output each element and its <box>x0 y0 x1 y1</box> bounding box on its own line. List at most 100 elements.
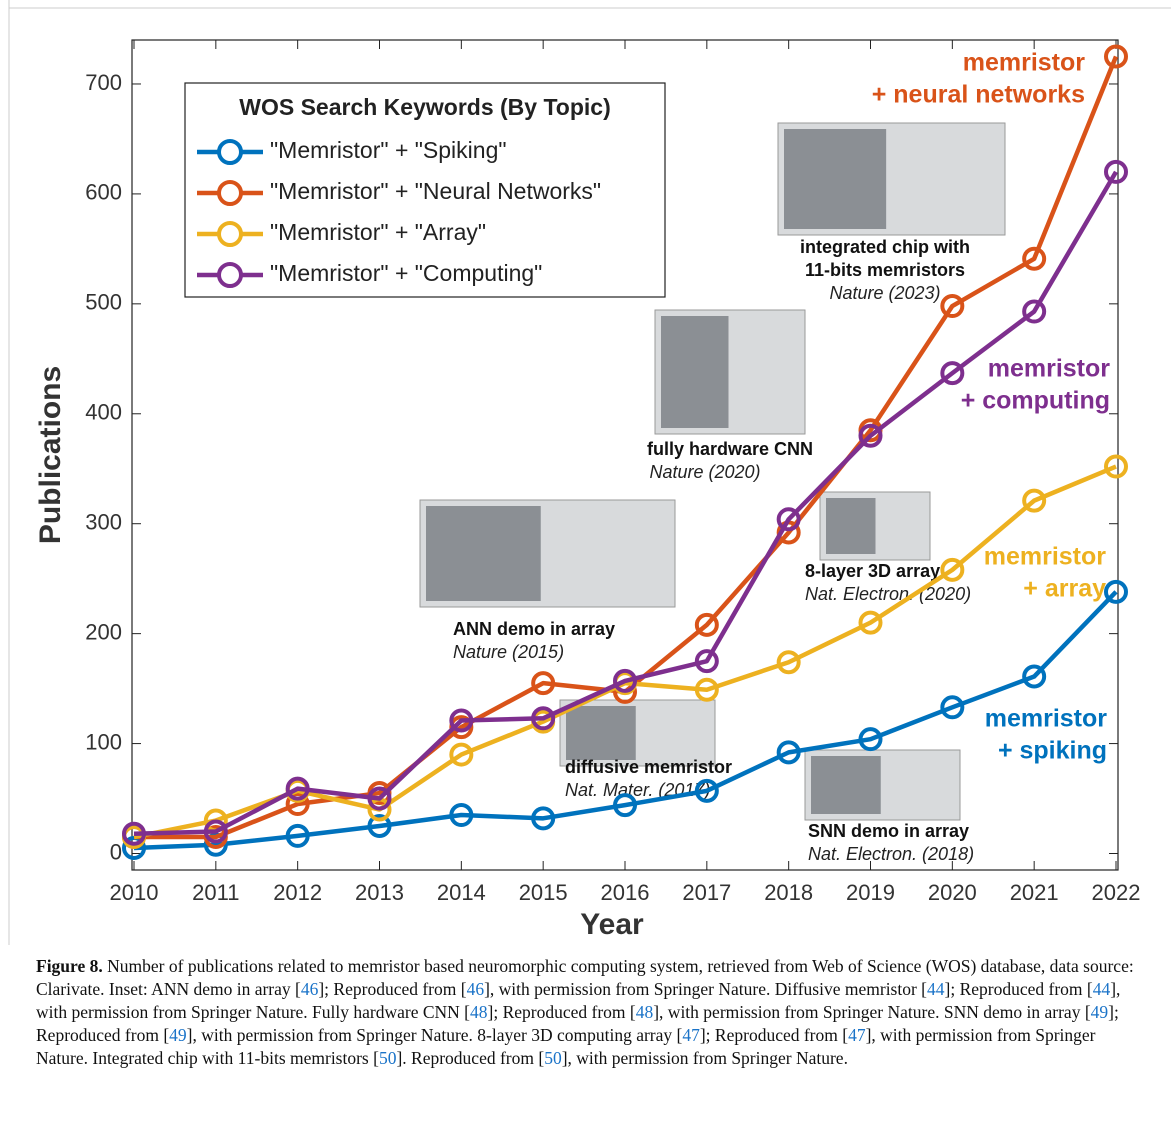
x-tick-label: 2012 <box>273 880 322 905</box>
caption-label: Figure 8. <box>36 956 103 976</box>
x-axis-label: Year <box>580 908 644 941</box>
inset-title: SNN demo in array <box>808 821 969 841</box>
legend-label: "Memristor" + "Computing" <box>270 260 542 286</box>
reference: 49 <box>1090 1002 1109 1022</box>
data-point <box>940 695 965 720</box>
caption-text: ], with permission from Springer Nature.… <box>484 979 928 999</box>
x-tick-label: 2020 <box>928 880 977 905</box>
legend-swatch <box>217 139 243 165</box>
data-point <box>531 671 556 696</box>
series-annotation: + spiking <box>998 737 1107 765</box>
data-point <box>940 294 965 319</box>
caption-text: ], with permission from Springer Nature.… <box>36 979 1121 1022</box>
data-point <box>858 423 883 448</box>
inset-journal: Nature (2015) <box>453 642 564 662</box>
series-annotation: + array <box>1023 575 1106 603</box>
data-point <box>940 557 965 582</box>
series-line <box>133 170 1118 836</box>
data-point <box>1104 159 1128 184</box>
legend-box <box>184 82 666 298</box>
x-tick-label: 2018 <box>764 880 813 905</box>
series-annotation: memristor <box>984 543 1107 571</box>
x-tick-label: 2015 <box>519 880 568 905</box>
data-point <box>694 612 719 637</box>
reference: 48 <box>470 1002 488 1022</box>
caption-text: ]; Reproduced from [ <box>944 979 1093 999</box>
inset-title: diffusive memristor <box>565 757 732 777</box>
data-point <box>940 361 965 386</box>
figure-caption: Figure 8. Number of publications related… <box>36 955 1141 1070</box>
caption-text: ], with permission from Springer Nature.… <box>186 1025 683 1045</box>
data-point <box>449 803 474 828</box>
y-axis-label: Publications <box>34 366 67 544</box>
data-point <box>449 708 474 733</box>
x-tick-label: 2014 <box>437 880 486 905</box>
x-tick-label: 2019 <box>846 880 895 905</box>
legend-label: "Memristor" + "Spiking" <box>270 137 507 163</box>
data-point <box>1022 246 1047 271</box>
x-tick-label: 2016 <box>601 880 650 905</box>
data-point <box>694 649 719 674</box>
series-line <box>133 590 1118 851</box>
caption-text: ]; Reproduced from [ <box>318 979 467 999</box>
data-point <box>1104 44 1128 69</box>
data-point <box>203 819 228 844</box>
inset-journal: Nat. Electron. (2018) <box>808 844 974 864</box>
y-tick-label: 700 <box>85 70 122 95</box>
data-point <box>1104 454 1128 479</box>
inset-journal: Nature (2023) <box>829 283 940 303</box>
inset-image <box>426 506 541 601</box>
data-point <box>776 507 801 532</box>
data-point <box>1022 664 1047 689</box>
data-point <box>449 742 474 767</box>
caption-text: ]; Reproduced from [ <box>699 1025 849 1045</box>
reference: 50 <box>544 1048 562 1068</box>
y-tick-label: 600 <box>85 180 122 205</box>
caption-text: ]. Reproduced from [ <box>396 1048 545 1068</box>
series-annotation: memristor <box>963 49 1086 77</box>
inset-title: 11-bits memristors <box>805 260 965 280</box>
series-annotation: memristor <box>988 355 1111 383</box>
inset-title: fully hardware CNN <box>647 439 813 459</box>
caption-text: ]; Reproduced from [ <box>36 1002 1119 1045</box>
inset-journal: Nature (2020) <box>649 462 760 482</box>
data-point <box>694 677 719 702</box>
inset-image <box>661 316 729 428</box>
y-tick-label: 0 <box>110 839 122 864</box>
caption-text: Number of publications related to memris… <box>36 956 1134 999</box>
inset-journal: Nat. Mater. (2017) <box>565 780 710 800</box>
inset-title: integrated chip with <box>800 237 970 257</box>
reference: 46 <box>300 979 319 999</box>
data-point <box>122 821 146 846</box>
data-point <box>367 786 392 811</box>
data-point <box>531 706 556 731</box>
legend-title: WOS Search Keywords (By Topic) <box>239 94 610 120</box>
y-tick-label: 300 <box>85 510 122 535</box>
inset-image <box>784 129 887 229</box>
x-tick-label: 2011 <box>192 880 239 905</box>
data-point <box>1022 299 1047 324</box>
legend-label: "Memristor" + "Array" <box>270 219 486 245</box>
y-tick-label: 500 <box>85 290 122 315</box>
data-point <box>285 823 310 848</box>
caption-text: ], with permission from Springer Nature.… <box>36 1025 1096 1068</box>
data-point <box>858 727 883 752</box>
reference: 48 <box>635 1002 654 1022</box>
inset-image <box>811 756 881 814</box>
x-tick-label: 2021 <box>1010 880 1059 905</box>
x-tick-label: 2017 <box>682 880 731 905</box>
inset-image <box>826 498 876 554</box>
data-point <box>1104 579 1128 604</box>
legend-swatch <box>217 221 243 247</box>
legend-swatch <box>217 262 243 288</box>
series-annotation: + neural networks <box>872 81 1085 109</box>
series-annotation: memristor <box>985 705 1108 733</box>
inset-title: 8-layer 3D array <box>805 561 940 581</box>
data-point <box>285 792 310 817</box>
data-point <box>1022 488 1047 513</box>
x-tick-label: 2013 <box>355 880 404 905</box>
data-point <box>613 668 637 693</box>
inset-image <box>566 706 636 760</box>
caption-text: ]; Reproduced from [ <box>487 1002 636 1022</box>
